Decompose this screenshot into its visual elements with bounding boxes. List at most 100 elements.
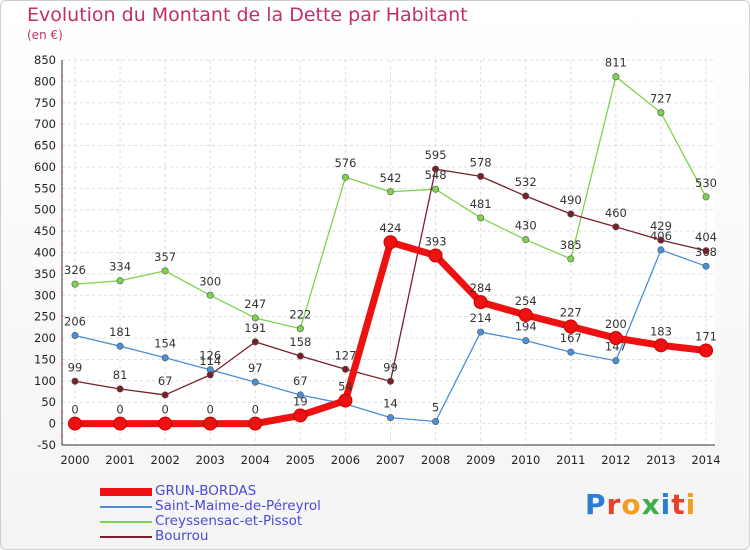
y-tick-label: 850 xyxy=(34,53,56,67)
data-point xyxy=(116,385,124,393)
data-point xyxy=(203,416,218,431)
data-label: 171 xyxy=(695,329,717,343)
data-point xyxy=(161,267,169,275)
y-tick-label: 450 xyxy=(34,224,56,238)
legend: GRUN-BORDAS Saint-Maime-de-Péreyrol Creyss… xyxy=(100,483,360,544)
data-point xyxy=(612,223,620,231)
data-point xyxy=(522,337,530,345)
x-tick-label: 2013 xyxy=(646,453,675,467)
y-tick-label: 600 xyxy=(34,160,56,174)
data-point xyxy=(522,192,530,200)
y-tick-label: -50 xyxy=(37,438,56,452)
data-point xyxy=(653,338,668,353)
data-label: 127 xyxy=(334,348,356,362)
data-label: 481 xyxy=(470,197,492,211)
data-point xyxy=(71,377,79,385)
data-point xyxy=(341,365,349,373)
data-point xyxy=(477,214,485,222)
y-tick-label: 150 xyxy=(34,352,56,366)
data-point xyxy=(161,391,169,399)
data-point xyxy=(296,325,304,333)
logo-letter: i xyxy=(660,488,672,521)
logo-letter: t xyxy=(671,488,686,521)
data-label: 147 xyxy=(605,340,627,354)
data-label: 183 xyxy=(650,324,672,338)
x-tick-label: 2012 xyxy=(601,453,630,467)
legend-item: Saint-Maime-de-Péreyrol xyxy=(100,498,360,514)
data-label: 200 xyxy=(605,317,627,331)
x-tick-label: 2005 xyxy=(286,453,315,467)
data-label: 0 xyxy=(252,403,259,417)
chart-subtitle: (en €) xyxy=(27,28,63,42)
data-point xyxy=(567,255,575,263)
logo-letter: o xyxy=(621,488,642,521)
legend-label: Saint-Maime-de-Péreyrol xyxy=(155,498,321,514)
data-label: 54 xyxy=(338,380,353,394)
legend-swatch xyxy=(100,505,152,508)
data-point xyxy=(473,295,488,310)
data-label: 357 xyxy=(154,250,176,264)
data-point xyxy=(248,416,263,431)
data-point xyxy=(563,319,578,334)
data-label: 429 xyxy=(650,219,672,233)
data-label: 19 xyxy=(293,394,308,408)
data-point xyxy=(567,348,575,356)
data-point xyxy=(432,165,440,173)
data-point xyxy=(113,416,128,431)
data-label: 0 xyxy=(116,403,123,417)
data-label: 181 xyxy=(109,325,131,339)
logo-letter: i xyxy=(685,488,697,521)
data-label: 595 xyxy=(425,148,447,162)
data-label: 0 xyxy=(71,403,78,417)
data-label: 334 xyxy=(109,260,131,274)
chart-title: Evolution du Montant de la Dette par Hab… xyxy=(27,4,468,26)
data-label: 393 xyxy=(425,234,447,248)
data-label: 99 xyxy=(383,360,398,374)
data-label: 490 xyxy=(560,193,582,207)
legend-item: Creyssensac-et-Pissot xyxy=(100,513,360,529)
data-point xyxy=(657,236,665,244)
data-point xyxy=(71,280,79,288)
data-label: 430 xyxy=(515,219,537,233)
data-point xyxy=(522,236,530,244)
data-label: 254 xyxy=(515,294,537,308)
legend-swatch xyxy=(100,535,152,538)
data-point xyxy=(161,354,169,362)
data-point xyxy=(608,331,623,346)
data-point xyxy=(612,357,620,365)
y-tick-label: 800 xyxy=(34,74,56,88)
data-label: 154 xyxy=(154,337,176,351)
y-tick-label: 250 xyxy=(34,310,56,324)
data-label: 247 xyxy=(244,297,266,311)
x-tick-label: 2004 xyxy=(241,453,270,467)
x-tick-label: 2014 xyxy=(691,453,720,467)
y-tick-label: 350 xyxy=(34,267,56,281)
data-point xyxy=(432,185,440,193)
data-label: 385 xyxy=(560,238,582,252)
x-tick-label: 2000 xyxy=(60,453,89,467)
logo-letter: x xyxy=(641,488,661,521)
data-point xyxy=(702,193,710,201)
data-point xyxy=(158,416,173,431)
data-point xyxy=(251,314,259,322)
x-tick-label: 2007 xyxy=(376,453,405,467)
logo-letter: P xyxy=(585,488,607,521)
x-tick-label: 2001 xyxy=(105,453,134,467)
data-point xyxy=(657,109,665,117)
x-tick-label: 2011 xyxy=(556,453,585,467)
data-point xyxy=(477,328,485,336)
y-tick-label: 0 xyxy=(49,417,56,431)
data-label: 530 xyxy=(695,176,717,190)
y-tick-label: 200 xyxy=(34,331,56,345)
data-point xyxy=(518,307,533,322)
data-label: 206 xyxy=(64,314,86,328)
y-tick-label: 50 xyxy=(41,395,56,409)
y-tick-label: 300 xyxy=(34,288,56,302)
data-label: 191 xyxy=(244,321,266,335)
data-point xyxy=(251,338,259,346)
data-label: 727 xyxy=(650,92,672,106)
logo-letter: r xyxy=(606,488,622,521)
data-label: 81 xyxy=(113,368,128,382)
data-point xyxy=(116,342,124,350)
data-label: 97 xyxy=(248,361,263,375)
